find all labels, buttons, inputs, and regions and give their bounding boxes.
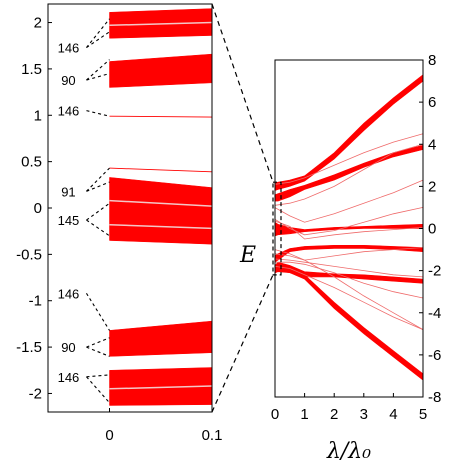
right-thin-line-2 [274, 179, 424, 223]
zoom-connector-top [211, 3, 274, 183]
annotation-label-7: 146 [58, 370, 80, 385]
left-y-tick-label-6: -1 [29, 293, 42, 310]
left-y-tick-label-0: 2 [34, 15, 42, 32]
annotation-label-5: 146 [58, 286, 80, 301]
annotation-leader-0-0 [86, 18, 110, 48]
left-y-tick-label-4: 0 [34, 200, 42, 217]
left-bands-group [109, 8, 213, 406]
left-y-tick-label-2: 1 [34, 107, 42, 124]
left-x-ticks-group: 0 0.1 [105, 408, 222, 444]
right-thin-line-7 [275, 261, 424, 299]
right-thin-line-4 [274, 220, 424, 240]
annotation-leader-5-0 [85, 293, 110, 331]
left-x-tick-label-0: 0 [105, 427, 113, 444]
annotation-leader-7-1 [86, 376, 110, 404]
left-y-tick-label-8: -2 [29, 385, 42, 402]
left-y-tick-label-7: -1.5 [16, 339, 42, 356]
annotation-leader-2-0 [86, 110, 110, 117]
right-x-tick-label-2: 2 [330, 406, 338, 423]
right-y-tick-label-6: -4 [428, 305, 441, 322]
right-fan-bands-group [274, 74, 424, 381]
left-gap-line-0 [109, 21, 213, 27]
right-x-tick-label-1: 1 [300, 406, 308, 423]
left-annotations-group: 146 90 146 91 145 146 90 146 [58, 18, 110, 404]
right-x-axis-label: λ/λ₀ [326, 439, 371, 464]
annotation-leader-4-1 [86, 219, 110, 237]
annotation-label-2: 146 [58, 104, 80, 119]
right-thin-line-1 [274, 143, 424, 206]
left-y-tick-label-5: -0.5 [16, 246, 42, 263]
left-level-line-0 [109, 115, 213, 118]
right-y-tick-label-4: 0 [428, 221, 436, 238]
zoom-connector-bottom [211, 274, 274, 413]
left-gap-line-1 [109, 199, 213, 207]
left-y-ticks-group: 2 1.5 1 0.5 0 -0.5 -1 -1.5 -2 [16, 15, 52, 402]
right-y-tick-label-5: -2 [428, 263, 441, 280]
right-thin-line-0 [274, 133, 424, 185]
left-y-tick-label-1: 1.5 [21, 61, 42, 78]
right-panel: 8 6 4 2 0 -2 -4 -6 -8 0 1 2 3 4 5 E λ/λ₀ [239, 52, 441, 464]
right-y-ticks-group: 8 6 4 2 0 -2 -4 -6 -8 [419, 52, 441, 406]
right-y-tick-label-1: 6 [428, 94, 436, 111]
right-thin-lines-group [274, 133, 424, 330]
annotation-label-4: 145 [58, 213, 80, 228]
right-y-tick-label-0: 8 [428, 52, 436, 69]
left-gap-lines-group [109, 21, 213, 390]
annotation-leader-6-1 [86, 346, 110, 357]
annotation-label-1: 90 [61, 73, 75, 88]
left-band-2 [109, 177, 213, 245]
annotation-label-6: 90 [61, 340, 75, 355]
left-y-tick-label-3: 0.5 [21, 154, 42, 171]
left-level-line-1 [109, 167, 213, 173]
zoom-connectors [211, 3, 274, 413]
right-x-tick-label-5: 5 [419, 406, 427, 423]
right-y-tick-label-3: 2 [428, 178, 436, 195]
right-x-tick-label-0: 0 [271, 406, 279, 423]
annotation-leader-4-0 [86, 202, 110, 221]
right-x-tick-label-4: 4 [389, 406, 397, 423]
right-thin-line-3 [274, 207, 424, 236]
annotation-leader-6-0 [86, 337, 110, 348]
left-x-tick-label-1: 0.1 [202, 427, 223, 444]
annotation-leader-0-1 [86, 31, 110, 49]
annotation-leader-1-1 [86, 73, 110, 81]
left-lines-group [109, 115, 213, 173]
left-panel: 21.510.50-0.5-1-1.5-2 0 0.1 1469014691145… [16, 3, 222, 444]
right-fan-band-5 [274, 268, 424, 381]
right-thin-line-8 [274, 253, 424, 330]
right-y-axis-label: E [239, 243, 256, 268]
right-fan-band-1 [274, 144, 424, 202]
annotation-leader-1-0 [86, 59, 110, 81]
right-x-ticks-group: 0 1 2 3 4 5 [271, 393, 427, 423]
right-y-tick-label-7: -6 [428, 347, 441, 364]
annotation-leader-7-0 [86, 374, 110, 378]
annotation-leader-3-0 [86, 167, 110, 192]
left-band-1 [109, 53, 213, 88]
left-band-3 [109, 320, 213, 357]
annotation-label-0: 146 [58, 41, 80, 56]
right-x-tick-label-3: 3 [360, 406, 368, 423]
right-thin-line-6 [274, 258, 424, 278]
left-gap-line-2 [109, 223, 213, 230]
annotation-leader-3-1 [86, 181, 110, 192]
right-y-tick-label-2: 4 [428, 136, 436, 153]
right-thin-line-9 [274, 266, 424, 330]
annotation-label-3: 91 [61, 184, 75, 199]
inset-box [272, 181, 282, 276]
left-gap-line-3 [109, 385, 213, 390]
right-thin-line-5 [274, 247, 424, 261]
right-y-tick-label-8: -8 [428, 389, 441, 406]
